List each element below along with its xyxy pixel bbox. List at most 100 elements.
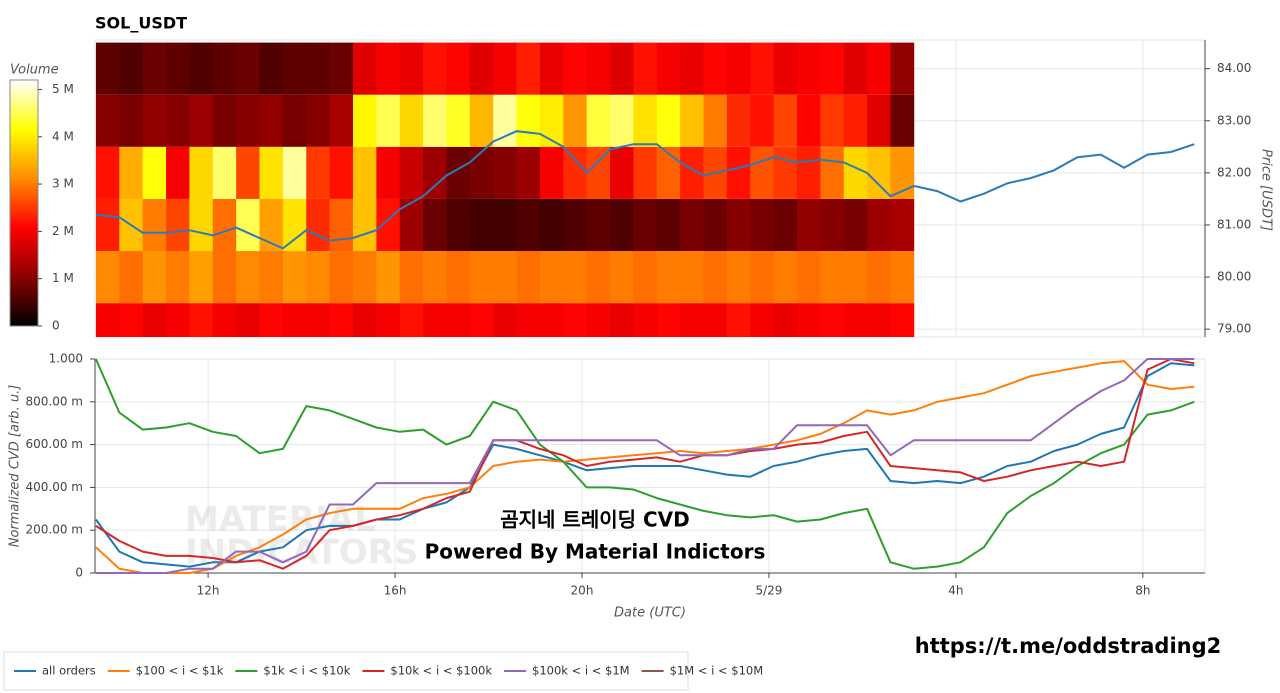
heatmap-cell [773, 42, 798, 95]
heatmap-cell [539, 303, 564, 337]
heatmap-cell [142, 146, 167, 199]
heatmap-cell [423, 146, 447, 199]
heatmap-cell [750, 42, 775, 95]
heatmap-cell [890, 146, 915, 199]
heatmap-cell [633, 146, 658, 199]
heatmap-cell [166, 94, 190, 147]
colorbar-tick-label: 2 M [52, 224, 74, 238]
heatmap-cell [493, 198, 517, 252]
heatmap-cell [259, 198, 284, 252]
watermark: INDICATORS [185, 533, 418, 573]
heatmap-cell [890, 251, 915, 304]
heatmap-cell [726, 94, 751, 147]
heatmap-cell [399, 146, 424, 199]
heatmap-cell [516, 42, 541, 95]
x-tick-label: 16h [384, 584, 407, 598]
y2-tick-label: 82.00 [1217, 165, 1251, 179]
y2-axis-title: Price [USDT] [1259, 149, 1274, 231]
heatmap-cell [306, 303, 331, 337]
heatmap-cell [843, 42, 868, 95]
y2-tick-label: 81.00 [1217, 217, 1251, 231]
heatmap-cell [773, 198, 798, 252]
heatmap-cell [656, 42, 681, 95]
colorbar [9, 79, 39, 327]
heatmap-cell [376, 94, 401, 147]
heatmap-cell [95, 251, 120, 304]
heatmap-cell [750, 198, 775, 252]
heatmap-cell [539, 146, 564, 199]
heatmap-cell [282, 251, 307, 304]
heatmap-cell [259, 42, 284, 95]
heatmap-cell [656, 146, 681, 199]
heatmap-cell [820, 146, 845, 199]
heatmap-cell [119, 146, 144, 199]
heatmap-cell [399, 198, 424, 252]
heatmap-cell [282, 94, 307, 147]
heatmap-cell [329, 198, 354, 252]
x-axis-title: Date (UTC) [614, 606, 686, 621]
legend-label: $100 < i < $1k [136, 664, 224, 678]
heatmap-cell [843, 146, 868, 199]
heatmap-cell [586, 198, 611, 252]
heatmap-cell [656, 251, 681, 304]
heatmap-cell [539, 94, 564, 147]
heatmap-cell [796, 42, 821, 95]
heatmap-cell [539, 42, 564, 95]
heatmap-cell [329, 42, 354, 95]
heatmap-cell [820, 94, 845, 147]
heatmap-cell [423, 94, 447, 147]
heatmap-cell [95, 42, 120, 95]
heatmap-cell [586, 303, 611, 337]
heatmap-cell [306, 251, 331, 304]
heatmap-cell [236, 146, 260, 199]
heatmap-cell [329, 303, 354, 337]
heatmap-cell [376, 198, 401, 252]
heatmap-cell [376, 303, 401, 337]
heatmap-cell [796, 198, 821, 252]
heatmap-cell [750, 146, 775, 199]
price-line [95, 130, 1195, 250]
heatmap-cell [633, 251, 658, 304]
y-tick-label: 1.000 [49, 352, 83, 366]
y-tick-label: 800.00 m [26, 394, 84, 408]
legend-label: $1k < i < $10k [263, 664, 350, 678]
heatmap-cell [656, 198, 681, 252]
heatmap-cell [212, 42, 237, 95]
heatmap-cell [352, 198, 377, 252]
colorbar-tick-label: 3 M [52, 177, 74, 191]
heatmap-cell [843, 303, 868, 337]
heatmap-cell [796, 251, 821, 304]
heatmap-cell [867, 94, 891, 147]
heatmap-cell [586, 94, 611, 147]
y-tick-label: 400.00 m [26, 480, 84, 494]
heatmap-cell [352, 303, 377, 337]
heatmap-cell [516, 94, 541, 147]
colorbar-tick-label: 0 [52, 319, 60, 333]
heatmap-cell [656, 94, 681, 147]
cvd-line [95, 360, 1195, 574]
x-tick-label: 4h [948, 584, 963, 598]
heatmap-cell [306, 42, 331, 95]
heatmap-cell [282, 146, 307, 199]
heatmap-cell [212, 198, 237, 252]
heatmap-cell [189, 146, 214, 199]
heatmap-cell [516, 146, 541, 199]
heatmap-cell [212, 94, 237, 147]
heatmap-cell [446, 42, 471, 95]
heatmap-cell [119, 42, 144, 95]
heatmap-cell [773, 146, 798, 199]
heatmap-cell [656, 303, 681, 337]
heatmap-cell [703, 251, 728, 304]
heatmap-cell [166, 146, 190, 199]
heatmap-cell [446, 146, 471, 199]
heatmap-cell [142, 303, 167, 337]
heatmap-cell [95, 303, 120, 337]
heatmap-cell [236, 251, 260, 304]
heatmap-cell [820, 303, 845, 337]
cvd-line [95, 358, 1195, 574]
heatmap-cell [586, 42, 611, 95]
heatmap-cell [680, 251, 704, 304]
heatmap-cell [796, 303, 821, 337]
cvd-line [94, 358, 1195, 570]
heatmap-cell [119, 303, 144, 337]
